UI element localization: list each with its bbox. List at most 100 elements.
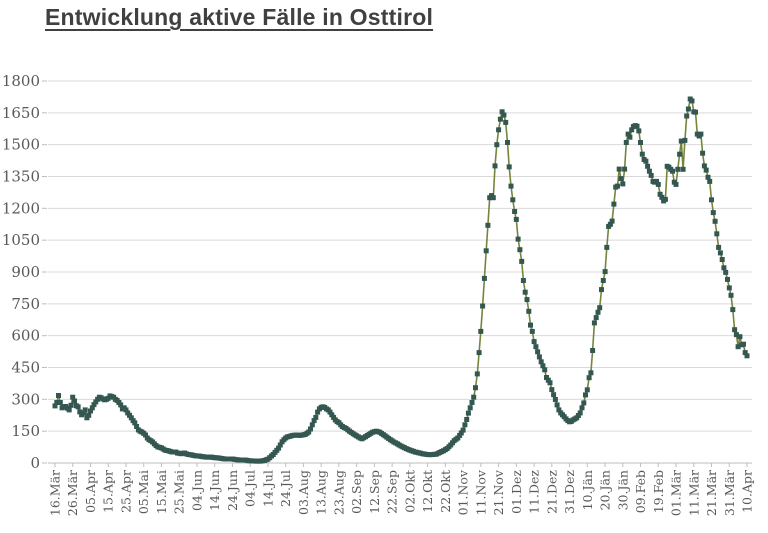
x-axis-tick-label: 13.Aug xyxy=(314,470,329,515)
data-point-marker xyxy=(735,344,741,350)
data-point-marker xyxy=(732,327,738,333)
data-point-marker xyxy=(712,218,718,224)
x-axis-tick-label: 11.Nov xyxy=(473,469,488,515)
data-point-marker xyxy=(481,275,487,281)
data-point-marker xyxy=(705,174,711,180)
data-point-marker xyxy=(82,407,88,413)
data-point-marker xyxy=(675,166,681,172)
data-point-marker xyxy=(315,409,321,415)
x-axis-tick-label: 01.Nov xyxy=(456,469,471,515)
data-point-marker xyxy=(89,405,95,411)
data-point-marker xyxy=(721,265,727,271)
y-axis-tick-label: 1800 xyxy=(2,72,40,90)
data-point-marker xyxy=(464,417,470,422)
data-point-marker xyxy=(689,98,695,104)
y-axis-tick-label: 1200 xyxy=(2,199,40,217)
page-title: Entwicklung aktive Fälle in Osttirol xyxy=(45,4,434,30)
x-axis-tick-label: 10.Jän xyxy=(580,470,595,510)
data-point-marker xyxy=(556,407,562,413)
data-point-marker xyxy=(80,410,86,416)
data-point-marker xyxy=(607,221,613,227)
x-axis-tick-label: 15.Apr xyxy=(101,470,116,513)
data-point-marker xyxy=(623,140,629,145)
data-point-marker xyxy=(522,289,528,295)
data-point-marker xyxy=(549,387,555,393)
x-axis-tick-label: 22.Okt xyxy=(438,470,453,513)
data-point-marker xyxy=(717,250,723,256)
data-point-marker xyxy=(490,195,496,201)
data-point-marker xyxy=(313,414,319,420)
x-axis-tick-label: 12.Okt xyxy=(420,470,435,513)
x-axis-tick-label: 10.Apr xyxy=(740,470,755,513)
data-point-marker xyxy=(677,151,683,157)
x-axis-tick-label: 21.Nov xyxy=(491,469,506,515)
data-point-marker xyxy=(657,191,663,197)
data-point-marker xyxy=(471,394,477,400)
x-axis-tick-label: 31.Dez xyxy=(562,470,577,514)
data-point-marker xyxy=(707,178,713,184)
data-point-marker xyxy=(526,308,532,314)
data-point-marker xyxy=(483,248,489,254)
x-axis-tick-label: 20.Jän xyxy=(598,470,613,510)
x-axis-tick-label: 25.Apr xyxy=(118,470,133,513)
data-point-marker xyxy=(634,123,640,129)
data-point-marker xyxy=(474,371,480,377)
data-point-marker xyxy=(710,210,716,216)
x-axis-tick-label: 04.Jul xyxy=(243,470,258,507)
data-point-marker xyxy=(519,258,525,264)
data-point-marker xyxy=(467,405,473,411)
data-point-marker xyxy=(547,380,553,386)
data-point-marker xyxy=(709,197,714,203)
x-axis-tick-label: 05.Apr xyxy=(83,470,98,513)
data-point-marker xyxy=(604,244,610,250)
x-axis-tick-label: 24.Jun xyxy=(225,470,240,511)
data-point-marker xyxy=(730,307,736,313)
data-point-marker xyxy=(744,353,750,359)
data-point-marker xyxy=(648,172,654,178)
x-axis-tick-label: 01.Mär xyxy=(669,470,684,516)
x-axis-tick-label: 30.Jän xyxy=(615,470,630,510)
x-axis-tick-label: 02.Sep xyxy=(349,470,364,514)
y-axis-labels: 0 150 300 450 600 750 900 1050 1200 1350 1500 1650 1… xyxy=(2,72,40,472)
data-point-marker xyxy=(599,287,604,293)
data-point-marker xyxy=(77,409,83,415)
data-point-marker xyxy=(538,359,544,365)
data-point-marker xyxy=(497,116,503,122)
data-point-marker xyxy=(645,163,651,169)
data-point-marker xyxy=(728,292,734,298)
data-point-marker xyxy=(678,138,684,144)
y-axis-tick-label: 750 xyxy=(11,295,40,313)
data-point-marker xyxy=(693,109,698,115)
data-point-marker xyxy=(499,109,505,115)
data-point-marker xyxy=(616,166,622,172)
data-point-marker xyxy=(698,131,704,137)
x-axis-tick-label: 21.Mär xyxy=(704,470,719,516)
data-point-marker xyxy=(733,332,739,338)
data-point-marker xyxy=(455,435,461,441)
data-point-marker xyxy=(591,320,597,326)
data-point-marker xyxy=(615,183,620,189)
data-point-marker xyxy=(673,181,679,187)
x-axis-tick-label: 31.Mär xyxy=(722,470,737,516)
data-point-marker xyxy=(308,426,313,432)
x-axis-tick-label: 04.Jun xyxy=(189,470,204,511)
x-axis-tick-label: 14.Jul xyxy=(260,470,275,507)
data-point-marker xyxy=(531,339,537,345)
data-point-marker xyxy=(132,420,138,426)
x-axis-labels: 16.Mär 26.Mär 05.Apr 15.Apr 25.Apr 05.Mai 15.M… xyxy=(48,463,755,516)
data-point-marker xyxy=(88,408,93,414)
data-point-marker xyxy=(311,418,317,424)
data-point-marker xyxy=(309,422,315,428)
x-axis-tick-label: 09.Feb xyxy=(633,470,648,513)
data-point-marker xyxy=(56,393,61,398)
y-axis-tick-label: 600 xyxy=(11,327,40,345)
data-point-marker xyxy=(685,106,691,112)
data-point-marker xyxy=(700,150,706,156)
data-point-marker xyxy=(86,412,92,418)
data-point-marker xyxy=(575,413,581,418)
x-axis-tick-label: 11.Dez xyxy=(527,470,542,514)
data-point-marker xyxy=(458,430,464,436)
data-point-marker xyxy=(719,257,725,262)
